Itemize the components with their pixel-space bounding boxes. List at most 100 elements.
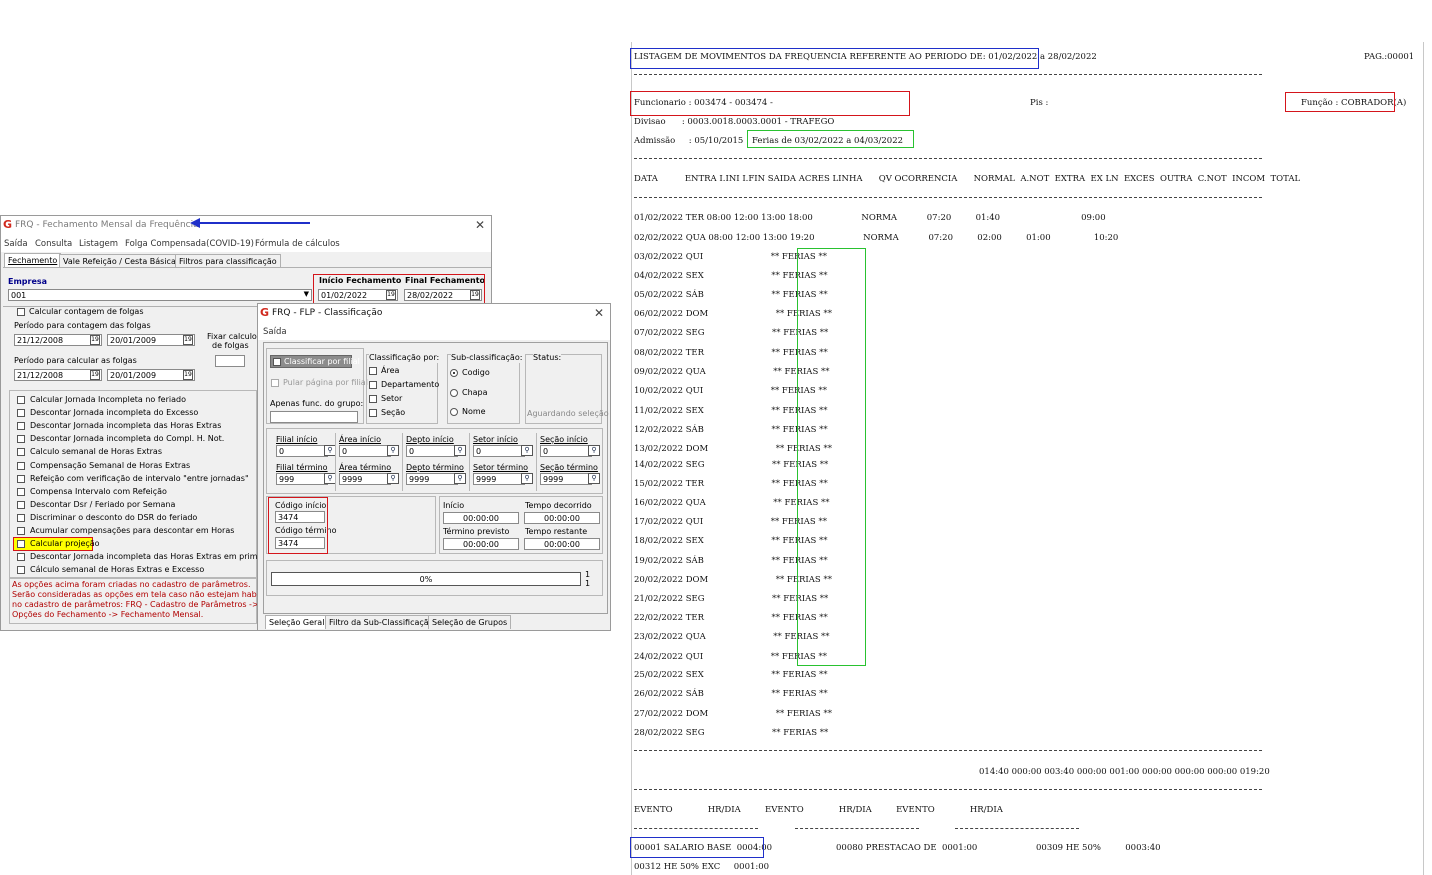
search-icon[interactable]: ⚲ [454, 473, 466, 484]
filter-end-input[interactable]: 9999 [406, 473, 458, 485]
tab-fechamento[interactable]: Fechamento [4, 253, 62, 267]
codigo-termino-input[interactable]: 3474 [275, 537, 325, 549]
search-icon[interactable]: ⚲ [454, 445, 466, 456]
filter-start-input[interactable]: 0 [473, 445, 525, 457]
fixar-calculo-input[interactable] [215, 355, 245, 367]
tab-selecao-grupos[interactable]: Seleção de Grupos [428, 615, 512, 629]
calendar-icon[interactable]: 19 [90, 335, 100, 345]
report-row: 23/02/2022 QUA ** FERIAS ** [634, 632, 830, 642]
progress-side-1: 1 [585, 570, 591, 579]
chapa-radio-label: Chapa [462, 388, 488, 397]
setor-checkbox[interactable] [369, 395, 377, 403]
filter-end-input[interactable]: 9999 [540, 473, 592, 485]
class-window-title: FRQ - FLP - Classificação [272, 308, 383, 318]
chevron-down-icon[interactable]: ▼ [303, 290, 309, 298]
filter-start-label: Setor início [473, 435, 518, 444]
tab-selecao-geral-label: Seleção Geral [269, 618, 325, 627]
report-evento-1a: 00001 SALARIO BASE 0004:00 [634, 843, 773, 853]
restante-time: 00:00:00 [524, 538, 600, 550]
classificacao-window: G FRQ - FLP - Classificação ✕ Saída Clas… [257, 303, 611, 631]
calendar-icon[interactable]: 19 [183, 370, 193, 380]
tab-filtro-subclass[interactable]: Filtro da Sub-Classificação [325, 615, 438, 629]
search-icon[interactable]: ⚲ [521, 445, 533, 456]
tab-fechamento-label: Fechamento [8, 256, 58, 265]
apenas-grupo-input[interactable] [270, 411, 358, 423]
option-checkbox[interactable] [17, 553, 25, 562]
search-icon[interactable]: ⚲ [387, 473, 399, 484]
option-checkbox[interactable] [17, 474, 25, 483]
chapa-radio[interactable] [450, 389, 458, 397]
menu-listagem[interactable]: Listagem [79, 239, 118, 249]
menu-saida[interactable]: Saída [4, 239, 28, 249]
filter-end-input[interactable]: 9999 [339, 473, 391, 485]
periodo-contagem-ate[interactable]: 20/01/2009 19 [107, 334, 195, 346]
periodo-calcular-ate[interactable]: 20/01/2009 19 [107, 369, 195, 381]
option-checkbox[interactable] [17, 435, 25, 444]
decorrido-label: Tempo decorrido [525, 501, 592, 510]
search-icon[interactable]: ⚲ [588, 445, 600, 456]
filter-start-input[interactable]: 0 [276, 445, 328, 457]
inicio-fechamento-field[interactable]: 01/02/2022 19 [318, 289, 398, 301]
option-checkbox[interactable] [17, 500, 25, 509]
fechamento-titlebar[interactable]: G FRQ - Fechamento Mensal da Frequência … [1, 216, 491, 236]
option-checkbox[interactable] [17, 448, 25, 457]
report-evento-1b: 00080 PRESTACAO DE 0001:00 [836, 843, 978, 853]
calendar-icon[interactable]: 19 [183, 335, 193, 345]
filter-start-label: Depto início [406, 435, 454, 444]
option-checkbox[interactable] [17, 540, 25, 549]
filter-end-input[interactable]: 999 [276, 473, 328, 485]
departamento-checkbox[interactable] [369, 381, 377, 389]
filter-start-input[interactable]: 0 [339, 445, 391, 457]
option-checkbox[interactable] [17, 527, 25, 535]
option-checkbox[interactable] [17, 461, 25, 470]
final-fechamento-field[interactable]: 28/02/2022 19 [404, 289, 482, 301]
previsto-label: Término previsto [443, 527, 510, 536]
option-checkbox[interactable] [17, 487, 25, 496]
classificar-filial-checkbox[interactable] [273, 358, 281, 366]
calendar-icon[interactable]: 19 [90, 370, 100, 380]
codigo-inicio-input[interactable]: 3474 [275, 511, 325, 523]
menu-folga-compensada[interactable]: Folga Compensada(COVID-19) [125, 239, 254, 249]
search-icon[interactable]: ⚲ [521, 473, 533, 484]
menu-formula-calculos[interactable]: Fórmula de cálculos [255, 239, 340, 249]
report-row: 09/02/2022 QUA ** FERIAS ** [634, 367, 830, 377]
tab-filtros[interactable]: Filtros para classificação [175, 254, 281, 268]
area-checkbox[interactable] [369, 367, 377, 375]
report-row: 18/02/2022 SEX ** FERIAS ** [634, 536, 828, 546]
option-checkbox[interactable] [17, 409, 25, 418]
filter-end-input[interactable]: 9999 [473, 473, 525, 485]
calc-folgas-checkbox[interactable] [17, 308, 25, 316]
menu-consulta[interactable]: Consulta [35, 239, 73, 249]
report-row: 02/02/2022 QUA 08:00 12:00 13:00 19:20 N… [634, 233, 1119, 243]
filter-start-input[interactable]: 0 [540, 445, 592, 457]
option-checkbox[interactable] [17, 396, 25, 404]
report-row: 07/02/2022 SEG ** FERIAS ** [634, 328, 829, 338]
option-checkbox[interactable] [17, 422, 25, 431]
periodo-calcular-de[interactable]: 21/12/2008 19 [14, 369, 102, 381]
calendar-icon[interactable]: 19 [470, 290, 480, 300]
search-icon[interactable]: ⚲ [588, 473, 600, 484]
codigo-radio[interactable] [450, 369, 458, 377]
classificacao-titlebar[interactable]: G FRQ - FLP - Classificação ✕ [258, 304, 610, 324]
previsto-time: 00:00:00 [443, 538, 519, 550]
close-icon[interactable]: ✕ [593, 306, 604, 320]
empresa-select[interactable]: 001 ▼ [8, 289, 312, 301]
periodo-contagem-de[interactable]: 21/12/2008 19 [14, 334, 102, 346]
close-icon[interactable]: ✕ [474, 218, 485, 232]
option-label: Refeição com verificação de intervalo "e… [30, 473, 249, 483]
pular-pagina-checkbox[interactable] [271, 379, 279, 387]
option-checkbox[interactable] [17, 566, 25, 575]
nome-radio[interactable] [450, 408, 458, 416]
report-divisao: Divisao : 0003.0018.0003.0001 - TRAFEGO [634, 117, 835, 127]
secao-checkbox[interactable] [369, 409, 377, 417]
calendar-icon[interactable]: 19 [386, 290, 396, 300]
filter-start-input[interactable]: 0 [406, 445, 458, 457]
report-row: 17/02/2022 QUI ** FERIAS ** [634, 517, 827, 527]
search-icon[interactable]: ⚲ [387, 445, 399, 456]
highlight-ferias [747, 130, 914, 148]
tab-vale-refeicao[interactable]: Vale Refeição / Cesta Básica [59, 254, 180, 268]
option-checkbox[interactable] [17, 513, 25, 522]
classificar-filial-button[interactable]: Classificar por filial [270, 355, 360, 368]
tab-selecao-geral[interactable]: Seleção Geral [265, 615, 329, 629]
menu-saida[interactable]: Saída [263, 327, 287, 337]
